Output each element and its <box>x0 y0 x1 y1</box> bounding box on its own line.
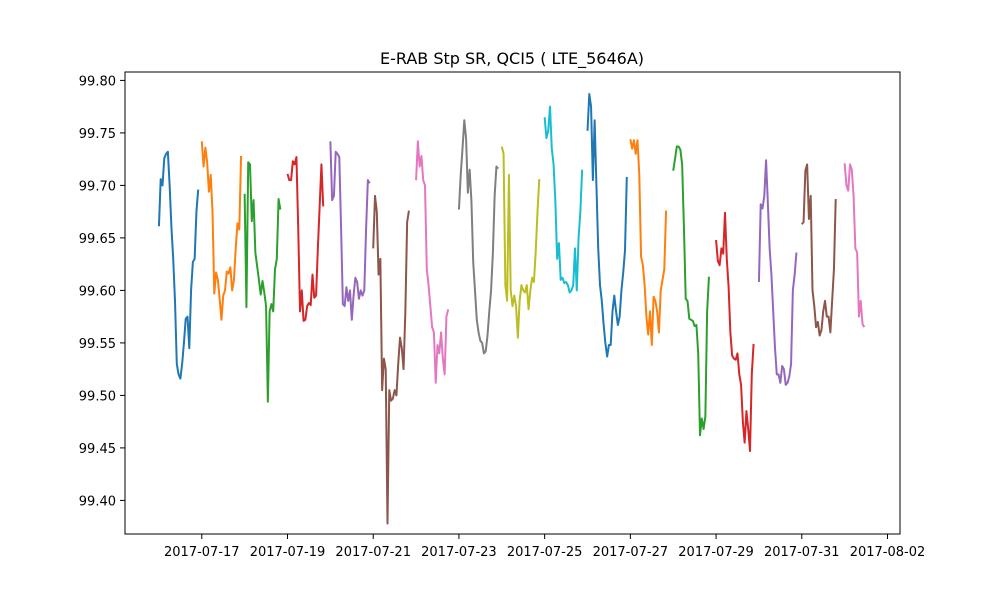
x-tick-label-9: 2017-08-02 <box>850 545 926 560</box>
chart-title: E-RAB Stp SR, QCI5 ( LTE_5646A) <box>380 49 644 69</box>
y-tick-label-2: 99.45 <box>79 442 116 457</box>
x-tick-label-7: 2017-07-29 <box>678 545 754 560</box>
series-line-9 <box>500 146 541 339</box>
x-tick-label-1: 2017-07-17 <box>164 545 240 560</box>
x-axis: 2017-07-17 2017-07-19 2017-07-21 2017-07-23… <box>164 534 925 560</box>
y-tick-label-4: 99.55 <box>79 337 116 352</box>
y-tick-label-3: 99.50 <box>79 389 116 404</box>
series-line-16 <box>801 163 837 337</box>
series-line-10 <box>543 105 584 294</box>
series-lines <box>157 93 866 525</box>
y-tick-label-6: 99.65 <box>79 232 116 247</box>
x-tick-label-8: 2017-07-31 <box>764 545 840 560</box>
x-tick-label-5: 2017-07-25 <box>507 545 583 560</box>
x-tick-label-3: 2017-07-21 <box>335 545 411 560</box>
y-tick-label-9: 99.80 <box>79 74 116 89</box>
x-tick-label-2: 2017-07-19 <box>250 545 326 560</box>
series-line-11 <box>586 93 628 358</box>
series-line-1 <box>157 150 200 380</box>
y-axis: 99.40 99.45 99.50 99.55 99.60 99.65 99.70 99.75… <box>79 74 125 509</box>
series-line-8 <box>457 119 499 355</box>
y-tick-label-7: 99.70 <box>79 179 116 194</box>
series-line-5 <box>329 141 371 321</box>
series-line-2 <box>200 141 243 321</box>
series-line-7 <box>415 140 450 384</box>
y-tick-label-1: 99.40 <box>79 494 116 509</box>
x-tick-label-4: 2017-07-23 <box>421 545 497 560</box>
plot-frame <box>124 71 901 535</box>
series-line-4 <box>286 156 325 322</box>
series-line-6 <box>372 194 410 525</box>
series-line-15 <box>757 159 798 386</box>
series-line-14 <box>715 211 755 453</box>
y-tick-label-8: 99.75 <box>79 127 116 142</box>
y-tick-label-5: 99.60 <box>79 284 116 299</box>
series-line-13 <box>672 145 710 437</box>
series-line-17 <box>843 163 866 328</box>
series-line-12 <box>629 139 668 346</box>
x-tick-label-6: 2017-07-27 <box>593 545 669 560</box>
series-line-3 <box>243 161 282 403</box>
